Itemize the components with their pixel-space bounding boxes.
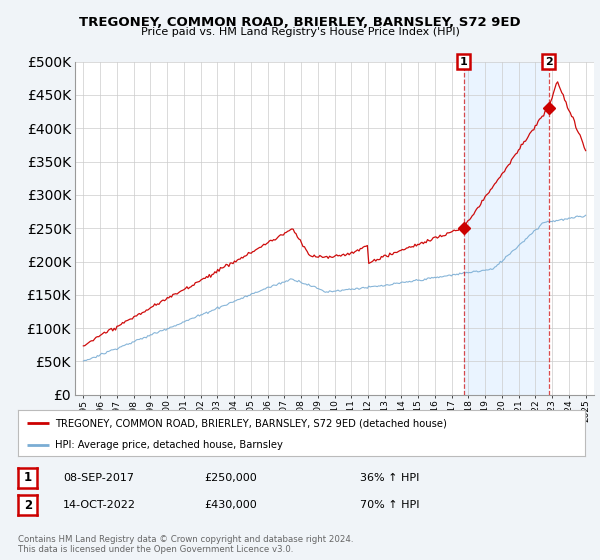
Text: TREGONEY, COMMON ROAD, BRIERLEY, BARNSLEY, S72 9ED: TREGONEY, COMMON ROAD, BRIERLEY, BARNSLE… xyxy=(79,16,521,29)
Text: 1: 1 xyxy=(460,57,467,67)
Text: This data is licensed under the Open Government Licence v3.0.: This data is licensed under the Open Gov… xyxy=(18,545,293,554)
Text: £250,000: £250,000 xyxy=(204,473,257,483)
Bar xyxy=(464,62,548,395)
Text: Contains HM Land Registry data © Crown copyright and database right 2024.: Contains HM Land Registry data © Crown c… xyxy=(18,535,353,544)
Text: HPI: Average price, detached house, Barnsley: HPI: Average price, detached house, Barn… xyxy=(55,440,283,450)
Text: 36% ↑ HPI: 36% ↑ HPI xyxy=(360,473,419,483)
Text: Price paid vs. HM Land Registry's House Price Index (HPI): Price paid vs. HM Land Registry's House … xyxy=(140,27,460,37)
Text: 2: 2 xyxy=(545,57,553,67)
Text: 70% ↑ HPI: 70% ↑ HPI xyxy=(360,500,419,510)
Text: £430,000: £430,000 xyxy=(204,500,257,510)
Text: 08-SEP-2017: 08-SEP-2017 xyxy=(63,473,134,483)
Text: TREGONEY, COMMON ROAD, BRIERLEY, BARNSLEY, S72 9ED (detached house): TREGONEY, COMMON ROAD, BRIERLEY, BARNSLE… xyxy=(55,418,447,428)
Text: 1: 1 xyxy=(23,471,32,484)
Text: 14-OCT-2022: 14-OCT-2022 xyxy=(63,500,136,510)
Text: 2: 2 xyxy=(23,498,32,512)
